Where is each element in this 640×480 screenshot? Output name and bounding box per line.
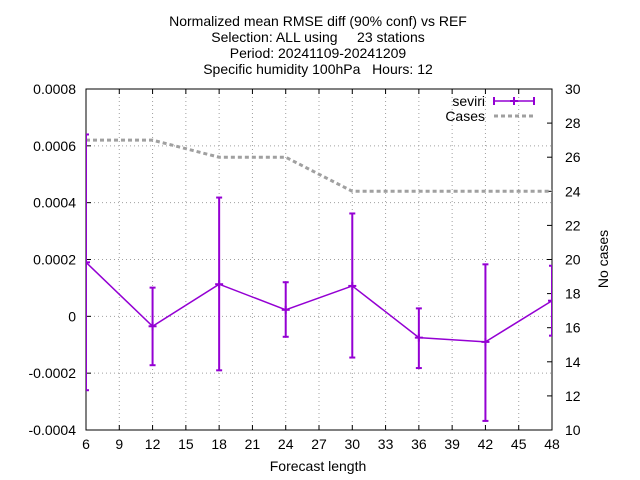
x-tick-label: 45 [511, 436, 527, 452]
x-tick-label: 36 [411, 436, 427, 452]
data-point-seviri [481, 337, 490, 346]
x-tick-label: 6 [82, 436, 90, 452]
legend-sample-seviri [493, 97, 535, 105]
series-line-seviri [86, 261, 552, 343]
y2-tick-label: 28 [565, 115, 581, 131]
data-point-seviri [215, 280, 224, 289]
x-tick-label: 33 [378, 436, 394, 452]
y2-tick-label: 12 [565, 388, 581, 404]
y2-tick-label: 16 [565, 320, 581, 336]
x-tick-label: 42 [478, 436, 494, 452]
y2-tick-label: 18 [565, 286, 581, 302]
x-tick-label: 15 [178, 436, 194, 452]
x-tick-label: 48 [544, 436, 560, 452]
y-tick-label: 0.0004 [33, 195, 76, 211]
y-tick-label: 0 [68, 308, 76, 324]
data-point-seviri [348, 281, 357, 290]
y-tick-label: 0.0008 [33, 81, 76, 97]
data-point-seviri [414, 333, 423, 342]
grid-lines [86, 89, 552, 430]
x-tick-label: 18 [211, 436, 227, 452]
title-line-1: Normalized mean RMSE diff (90% conf) vs … [169, 13, 467, 29]
y2-tick-label: 14 [565, 354, 581, 370]
x-tick-label: 12 [145, 436, 161, 452]
data-point-seviri [548, 296, 552, 305]
x-tick-label: 21 [245, 436, 261, 452]
y2-axis-label: No cases [595, 230, 611, 288]
series-layer [86, 133, 552, 422]
y2-tick-label: 22 [565, 217, 581, 233]
y-tick-label: -0.0002 [29, 365, 77, 381]
y2-tick-label: 10 [565, 422, 581, 438]
y2-tick-label: 30 [565, 81, 581, 97]
y-tick-label: 0.0002 [33, 252, 76, 268]
title-line-2: Selection: ALL using 23 stations [211, 29, 425, 45]
data-point-seviri [86, 258, 90, 267]
x-axis-ticks: 6 9 12 15 18 21 24 27 30 33 36 39 42 45 48 [82, 89, 560, 452]
y2-tick-label: 24 [565, 183, 581, 199]
x-tick-label: 9 [115, 436, 123, 452]
error-bar-seviri [86, 133, 89, 392]
x-axis-label: Forecast length [270, 458, 367, 474]
legend: seviri Cases [445, 93, 535, 124]
legend-label-seviri: seviri [452, 93, 485, 109]
legend-label-cases: Cases [445, 108, 485, 124]
y-axis-ticks: -0.0004 -0.0002 0 0.0002 0.0004 0.0006 0.0008 [29, 81, 91, 438]
y2-tick-label: 26 [565, 149, 581, 165]
error-bar-seviri [549, 264, 552, 337]
y-tick-label: 0.0006 [33, 138, 76, 154]
y-tick-label: -0.0004 [29, 422, 77, 438]
y2-tick-label: 20 [565, 252, 581, 268]
x-tick-label: 39 [444, 436, 460, 452]
chart-title: Normalized mean RMSE diff (90% conf) vs … [169, 13, 467, 77]
title-line-3: Period: 20241109-20241209 [230, 45, 407, 61]
data-point-seviri [281, 305, 290, 314]
series-line-cases [86, 138, 552, 193]
y2-axis-ticks: 10 12 14 16 18 20 22 24 26 28 30 [547, 81, 581, 438]
title-line-4: Specific humidity 100hPa Hours: 12 [203, 61, 433, 77]
x-tick-label: 27 [311, 436, 327, 452]
x-tick-label: 24 [278, 436, 294, 452]
x-tick-label: 30 [344, 436, 360, 452]
data-point-seviri [148, 322, 157, 331]
